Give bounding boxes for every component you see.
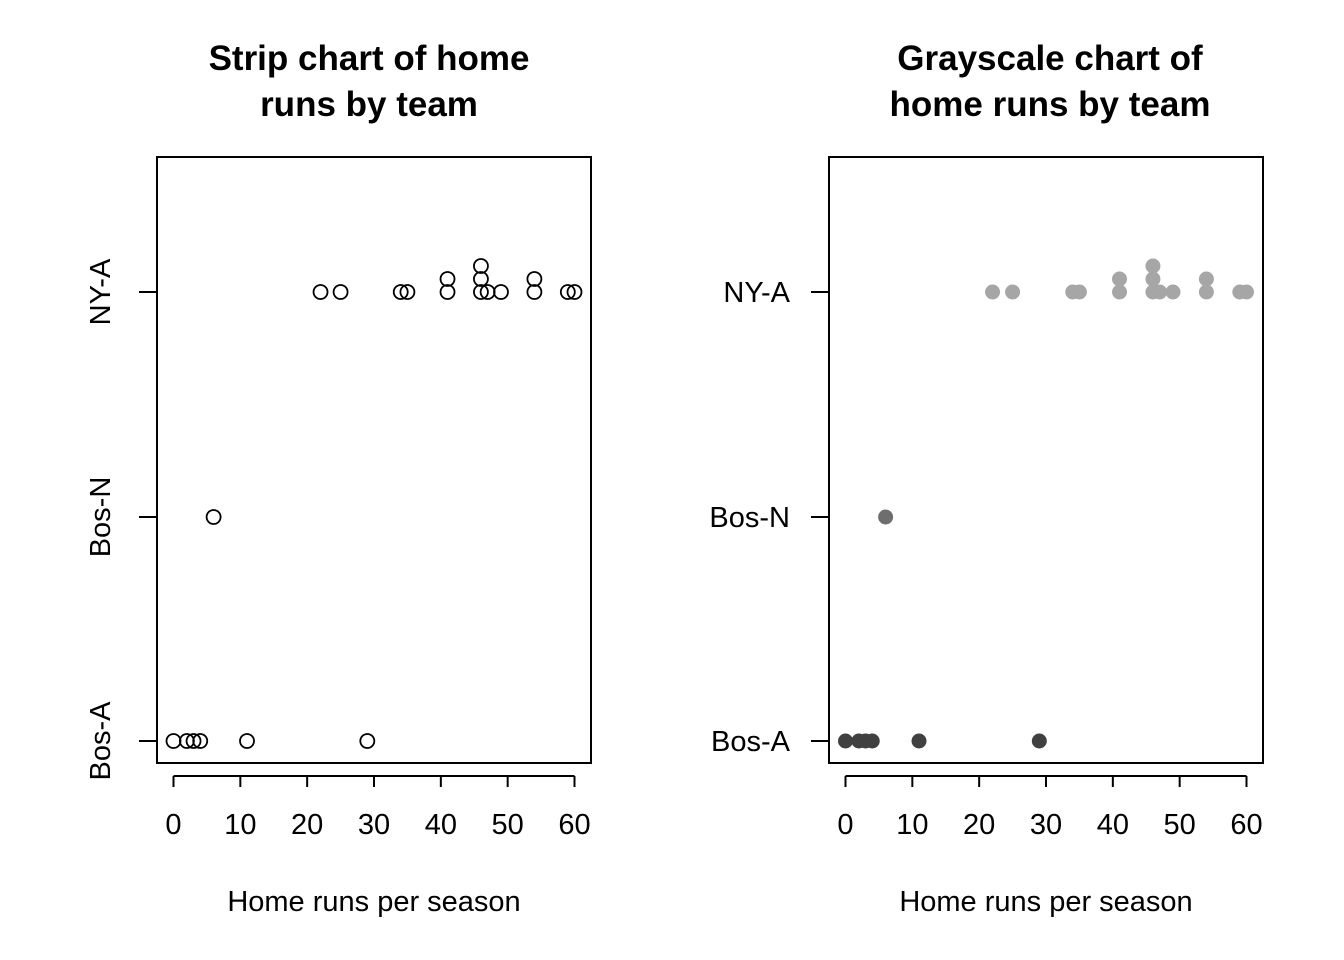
data-point: [1112, 284, 1128, 300]
data-point: [439, 284, 456, 300]
data-point: [1165, 284, 1181, 300]
data-point: [1239, 284, 1254, 300]
data-point: [1112, 271, 1128, 287]
x-tick-label: 60: [558, 809, 590, 841]
data-point: [473, 271, 489, 287]
x-tick-label: 0: [165, 809, 181, 841]
data-point: [359, 733, 376, 749]
data-point: [1198, 271, 1214, 287]
x-tick-label: 60: [1230, 809, 1262, 841]
data-point: [185, 733, 202, 749]
x-tick-label: 50: [1164, 809, 1196, 841]
chart-panel-1: Strip chart of home runs by team 0 10 20 30 40…: [85, 39, 592, 918]
x-axis-title: Home runs per season: [899, 886, 1192, 918]
data-point: [165, 733, 182, 749]
data-point: [205, 509, 222, 525]
chart-title-line: runs by team: [260, 85, 478, 124]
chart-panel-2: Grayscale chart of home runs by team 0 10 20…: [709, 39, 1264, 918]
data-point: [1071, 284, 1087, 300]
data-point: [864, 733, 880, 749]
data-point: [566, 284, 583, 300]
chart-title-line: home runs by team: [890, 85, 1211, 124]
data-point: [473, 284, 489, 300]
y-category-label: Bos-N: [709, 502, 790, 534]
data-point: [439, 271, 456, 287]
data-point: [1152, 284, 1168, 300]
data-point: [392, 284, 409, 300]
data-point: [526, 271, 543, 287]
x-tick-label: 10: [224, 809, 256, 841]
x-tick-label: 30: [1030, 809, 1062, 841]
plot-frame: [156, 156, 592, 764]
data-point: [878, 509, 894, 525]
x-tick-label: 40: [425, 809, 457, 841]
x-tick-label: 30: [358, 809, 390, 841]
y-category-label: Bos-A: [711, 726, 791, 758]
data-point: [312, 284, 329, 300]
x-tick-label: 0: [837, 809, 853, 841]
data-point: [399, 284, 416, 300]
chart-title-line: Grayscale chart of: [897, 39, 1203, 78]
data-point: [1031, 733, 1047, 749]
x-tick-label: 50: [492, 809, 524, 841]
x-tick-label: 20: [291, 809, 323, 841]
data-point: [239, 733, 255, 749]
chart-title-line: Strip chart of home: [209, 39, 530, 78]
data-point: [559, 284, 576, 300]
data-point: [985, 284, 1001, 300]
data-point: [1145, 258, 1161, 274]
data-point: [1198, 284, 1214, 300]
x-tick-label: 40: [1097, 809, 1129, 841]
y-category-label: Bos-N: [85, 477, 117, 558]
data-point: [332, 284, 349, 300]
data-point: [493, 284, 509, 300]
data-point: [1145, 271, 1161, 287]
x-tick-label: 20: [963, 809, 995, 841]
y-category-label: Bos-A: [85, 701, 117, 781]
data-point: [1005, 284, 1021, 300]
data-point: [911, 733, 927, 749]
data-point: [473, 258, 489, 274]
y-category-label: NY-A: [85, 258, 117, 325]
x-axis-title: Home runs per season: [227, 886, 520, 918]
x-tick-label: 10: [896, 809, 928, 841]
y-category-label: NY-A: [723, 277, 790, 309]
data-point: [192, 733, 209, 749]
plot-frame: [828, 156, 1264, 764]
data-point: [526, 284, 543, 300]
data-point: [838, 733, 853, 749]
